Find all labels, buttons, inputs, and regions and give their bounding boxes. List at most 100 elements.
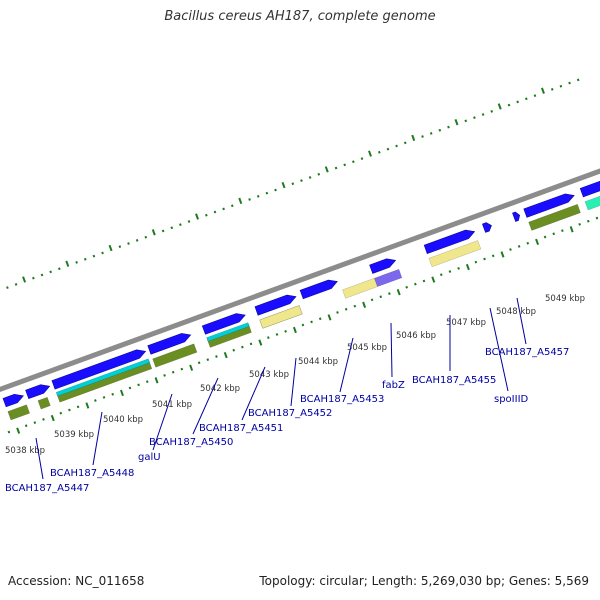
ruler-tick	[197, 361, 201, 365]
outer-tick	[144, 235, 148, 239]
ruler-label: 5049 kbp	[545, 294, 585, 304]
ruler-tick	[483, 257, 486, 261]
backbone-line	[0, 168, 600, 393]
outer-tick	[568, 81, 571, 85]
gene-label: BCAH187_A5455	[412, 375, 496, 386]
outer-tick	[447, 125, 450, 129]
outer-tick	[83, 257, 87, 261]
ruler-tick	[543, 235, 547, 239]
outer-tick	[300, 179, 303, 182]
outer-tick	[75, 261, 78, 264]
outer-tick	[334, 166, 338, 170]
ruler-tick	[552, 232, 556, 236]
leader-line	[339, 337, 354, 393]
ruler-label: 5041 kbp	[152, 400, 192, 410]
outer-tick	[135, 239, 139, 242]
gene-track-khaki	[428, 240, 482, 268]
genome-backbone	[0, 168, 600, 393]
outer-tick	[265, 191, 269, 195]
outer-tick	[516, 100, 519, 104]
outer-tick	[377, 150, 381, 154]
gene-label: fabZ	[382, 380, 405, 391]
ruler-tick	[448, 270, 452, 273]
outer-tick	[454, 119, 459, 126]
ruler-tick	[336, 311, 339, 314]
outer-tick	[49, 270, 52, 274]
ruler-tick	[180, 367, 184, 371]
accession-text: Accession: NC_011658	[8, 574, 145, 588]
gene-label: BCAH187_A5450	[149, 437, 233, 448]
ruler-tick	[569, 226, 574, 233]
ruler-tick	[171, 370, 175, 374]
outer-tick	[238, 197, 243, 204]
outer-tick	[92, 254, 96, 258]
gene-track-olive	[152, 343, 198, 368]
ruler-tick	[232, 348, 236, 352]
ruler-label: 5039 kbp	[54, 430, 94, 440]
ruler-tick	[396, 289, 401, 296]
ruler-tick	[595, 216, 599, 220]
outer-tick	[58, 267, 61, 271]
outer-tick	[317, 172, 321, 176]
map-title: Bacillus cereus AH187, complete genome	[164, 9, 436, 24]
outer-tick	[248, 198, 251, 201]
outer-tick	[550, 87, 554, 91]
ruler-label: 5046 kbp	[396, 331, 436, 341]
cds-arrow	[369, 258, 397, 274]
outer-tick	[559, 84, 563, 88]
leader-line	[489, 307, 509, 392]
gene-track-cyan	[55, 358, 151, 397]
gene-track-cyan	[206, 322, 250, 342]
cds-arrow	[299, 279, 338, 300]
ruler-tick	[94, 399, 97, 402]
outer-tick	[230, 204, 234, 208]
outer-tick	[118, 245, 122, 249]
outer-tick	[14, 283, 18, 286]
ruler-tick	[267, 336, 270, 340]
gene-label: BCAH187_A5448	[50, 468, 134, 479]
ruler-label: 5038 kbp	[5, 446, 45, 456]
outer-tick	[438, 128, 442, 132]
outer-tick	[281, 181, 286, 189]
outer-tick	[22, 276, 27, 283]
ruler-tick	[16, 427, 21, 434]
ruler-tick	[379, 295, 383, 299]
outer-tick	[151, 229, 156, 236]
leader-line	[290, 357, 297, 407]
ruler-tick	[292, 326, 297, 334]
ruler-tick	[327, 314, 332, 321]
ruler-tick	[586, 219, 590, 223]
outer-tick	[524, 97, 528, 101]
ruler-tick	[241, 345, 244, 349]
leader-line	[35, 437, 44, 480]
ruler-tick	[284, 329, 287, 333]
gene-track-khaki	[259, 305, 303, 329]
ruler-tick	[318, 317, 322, 321]
outer-tick	[170, 226, 174, 230]
outer-tick	[343, 163, 347, 167]
ruler-label: 5043 kbp	[249, 370, 289, 380]
ruler-tick	[414, 282, 417, 286]
outer-tick	[395, 144, 398, 148]
outer-tick	[205, 213, 208, 217]
gene-labels: BCAH187_A5447 BCAH187_A5448 galU BCAH187_A5…	[5, 347, 569, 494]
feature-tracks	[2, 180, 600, 421]
cds-arrow	[51, 349, 147, 390]
leader-line	[241, 366, 266, 421]
ruler-tick	[258, 339, 263, 346]
outer-tick	[481, 113, 485, 116]
ruler-tick	[111, 392, 114, 396]
cds-arrow	[2, 393, 24, 408]
ruler-label: 5048 kbp	[496, 307, 536, 317]
leader-line	[192, 377, 219, 435]
outer-tick	[161, 229, 165, 233]
outer-tick	[540, 87, 545, 94]
outer-tick	[464, 119, 468, 123]
ruler-tick	[59, 411, 63, 415]
outer-tick	[352, 160, 355, 164]
ruler-tick	[50, 414, 55, 422]
outer-tick	[108, 244, 113, 252]
genome-summary-text: Topology: circular; Length: 5,269,030 bp…	[259, 574, 589, 588]
outer-tick	[32, 276, 35, 280]
